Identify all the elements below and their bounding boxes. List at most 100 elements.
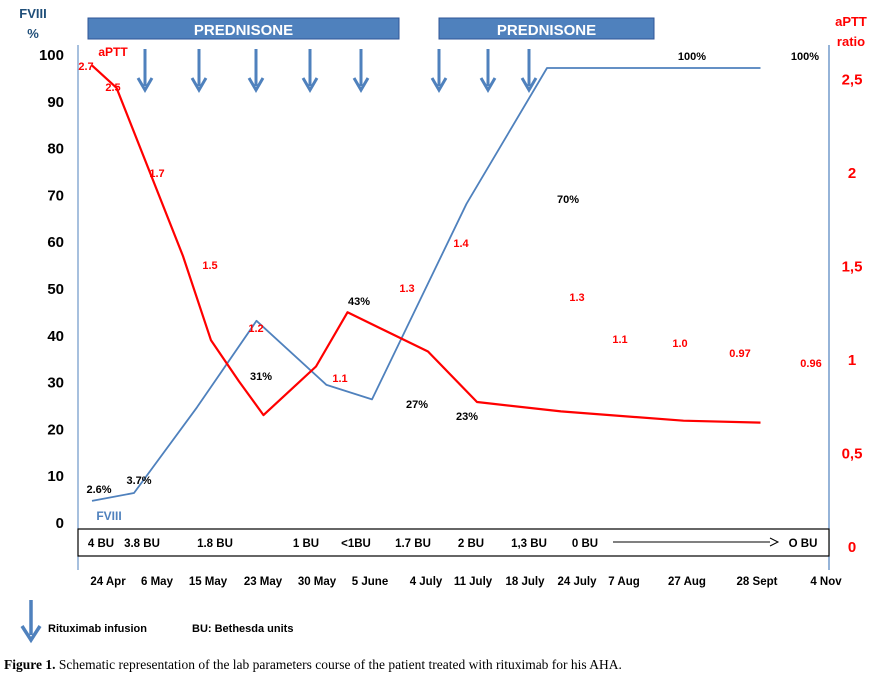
data-label-aptt: 0.96 bbox=[800, 358, 821, 370]
rituximab-arrows bbox=[136, 49, 538, 93]
rituximab-arrow-icon bbox=[136, 77, 154, 93]
x-tick-label: 15 May bbox=[189, 576, 228, 588]
data-label-fviii: 100% bbox=[678, 51, 706, 63]
data-label-aptt: 1.1 bbox=[612, 334, 627, 346]
series-line-aptt bbox=[91, 64, 761, 424]
data-label-aptt: 0.97 bbox=[729, 348, 750, 360]
left-tick-label: 100 bbox=[39, 47, 64, 64]
bethesda-arrow-head bbox=[769, 537, 780, 547]
data-label-fviii: 43% bbox=[348, 296, 370, 308]
left-tick-label: 50 bbox=[47, 281, 64, 298]
series-line-fviii bbox=[91, 67, 761, 502]
data-label-aptt: 1.3 bbox=[399, 283, 414, 295]
bethesda-value: 3.8 BU bbox=[124, 538, 160, 550]
data-label-aptt: 1.5 bbox=[202, 260, 217, 272]
data-label-fviii: 3.7% bbox=[126, 475, 151, 487]
right-axis-ticks: 0 0,5 1 1,5 2 2,5 bbox=[842, 72, 863, 557]
data-label-fviii: 70% bbox=[557, 194, 579, 206]
left-tick-label: 20 bbox=[47, 421, 64, 438]
x-tick-label: 28 Sept bbox=[737, 576, 778, 588]
data-label-aptt: 1.7 bbox=[149, 168, 164, 180]
left-tick-label: 30 bbox=[47, 375, 64, 392]
x-tick-label: 30 May bbox=[298, 576, 337, 588]
left-axis-title-line2: % bbox=[27, 26, 39, 41]
legend-arrow-head-icon bbox=[20, 625, 42, 644]
prednisone-bars: PREDNISONE PREDNISONE bbox=[87, 17, 655, 40]
data-label-fviii: 27% bbox=[406, 399, 428, 411]
x-tick-label: 24 Apr bbox=[90, 576, 126, 588]
legend-bu-label: BU: Bethesda units bbox=[192, 623, 293, 635]
x-tick-label: 7 Aug bbox=[608, 576, 640, 588]
prednisone-bar bbox=[438, 17, 655, 40]
series-label-fviii: FVIII bbox=[96, 509, 121, 523]
left-axis-title-line1: FVIII bbox=[19, 6, 46, 21]
x-tick-label: 6 May bbox=[141, 576, 174, 588]
right-tick-label: 1 bbox=[848, 352, 856, 369]
rituximab-arrow-icon bbox=[301, 77, 319, 93]
bethesda-value: 0 BU bbox=[572, 538, 598, 550]
data-label-aptt: 1.1 bbox=[332, 373, 347, 385]
left-tick-label: 10 bbox=[47, 468, 64, 485]
rituximab-arrow-icon bbox=[190, 77, 208, 93]
series-lines bbox=[91, 64, 761, 502]
data-labels: 2.6% 3.7% 31% 43% 27% 23% 70% 100% 100% 2.7 2.5 1.7… bbox=[78, 51, 821, 496]
left-axis-ticks: 0 10 20 30 40 50 60 70 80 90 100 bbox=[39, 47, 64, 532]
right-tick-label: 0 bbox=[848, 539, 856, 556]
data-label-aptt: 2.5 bbox=[105, 82, 120, 94]
x-tick-label: 4 Nov bbox=[810, 576, 842, 588]
x-tick-label: 24 July bbox=[558, 576, 598, 588]
left-tick-label: 90 bbox=[47, 94, 64, 111]
bethesda-value: 1 BU bbox=[293, 538, 319, 550]
bethesda-value: 4 BU bbox=[88, 538, 114, 550]
x-tick-label: 11 July bbox=[454, 576, 493, 588]
left-tick-label: 40 bbox=[47, 328, 64, 345]
left-tick-label: 80 bbox=[47, 141, 64, 158]
right-tick-label: 2 bbox=[848, 165, 856, 182]
rituximab-arrow-icon bbox=[520, 77, 538, 93]
right-tick-label: 0,5 bbox=[842, 446, 863, 463]
x-tick-label: 18 July bbox=[506, 576, 546, 588]
x-tick-label: 23 May bbox=[244, 576, 283, 588]
bethesda-value: 1,3 BU bbox=[511, 538, 547, 550]
prednisone-bar-label: PREDNISONE bbox=[497, 22, 596, 39]
data-label-aptt: 1.2 bbox=[248, 323, 263, 335]
left-tick-label: 60 bbox=[47, 234, 64, 251]
rituximab-arrow-icon bbox=[430, 77, 448, 93]
data-label-aptt: 1.4 bbox=[453, 238, 469, 250]
data-label-fviii: 100% bbox=[791, 51, 819, 63]
data-label-aptt: 2.7 bbox=[78, 61, 93, 73]
data-label-fviii: 2.6% bbox=[86, 484, 111, 496]
right-axis-title-line1: aPTT bbox=[835, 14, 867, 29]
figure-caption: Figure 1. Schematic representation of th… bbox=[4, 657, 870, 673]
right-tick-label: 1,5 bbox=[842, 259, 863, 276]
rituximab-arrow-icon bbox=[352, 77, 370, 93]
bethesda-value: 1.7 BU bbox=[395, 538, 431, 550]
x-axis-ticks: 24 Apr 6 May 15 May 23 May 30 May 5 June 4 Jul… bbox=[90, 576, 842, 588]
caption-figure-number: Figure 1. bbox=[4, 657, 56, 672]
left-tick-label: 0 bbox=[56, 515, 64, 532]
x-tick-label: 4 July bbox=[410, 576, 443, 588]
bethesda-value: <1BU bbox=[341, 538, 371, 550]
x-tick-label: 5 June bbox=[352, 576, 388, 588]
legend: Rituximab infusion BU: Bethesda units bbox=[20, 600, 293, 644]
legend-rituximab-label: Rituximab infusion bbox=[48, 623, 147, 635]
right-tick-label: 2,5 bbox=[842, 72, 863, 89]
prednisone-bar bbox=[87, 17, 400, 40]
prednisone-bar-label: PREDNISONE bbox=[194, 22, 293, 39]
data-label-aptt: 1.3 bbox=[569, 292, 584, 304]
left-tick-label: 70 bbox=[47, 187, 64, 204]
rituximab-arrow-icon bbox=[247, 77, 265, 93]
data-label-fviii: 31% bbox=[250, 371, 272, 383]
x-tick-label: 27 Aug bbox=[668, 576, 706, 588]
rituximab-arrow-icon bbox=[479, 77, 497, 93]
caption-text: Schematic representation of the lab para… bbox=[55, 657, 622, 672]
data-label-fviii: 23% bbox=[456, 411, 478, 423]
series-label-aptt: aPTT bbox=[98, 45, 128, 59]
bethesda-row: 4 BU 3.8 BU 1.8 BU 1 BU <1BU 1.7 BU 2 BU 1,3 BU… bbox=[88, 538, 817, 550]
bethesda-value: O BU bbox=[789, 538, 818, 550]
bethesda-value: 2 BU bbox=[458, 538, 484, 550]
right-axis-title-line2: ratio bbox=[837, 34, 865, 49]
chart: FVIII % aPTT ratio 010203040506070809010… bbox=[19, 6, 867, 644]
data-label-aptt: 1.0 bbox=[672, 338, 687, 350]
bethesda-value: 1.8 BU bbox=[197, 538, 233, 550]
